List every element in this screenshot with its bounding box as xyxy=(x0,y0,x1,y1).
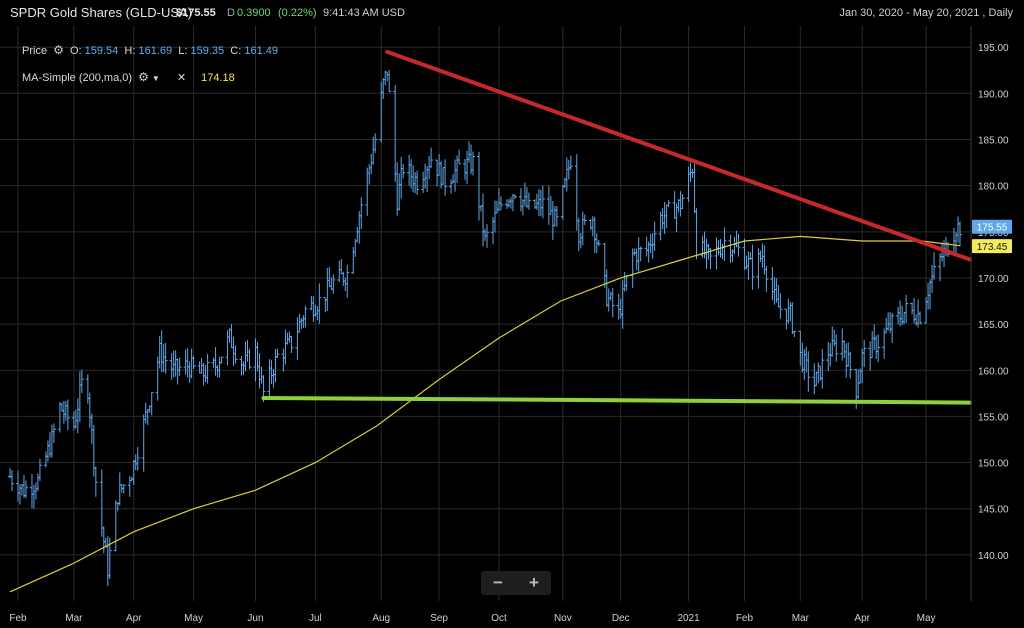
price-legend-label: Price xyxy=(22,45,48,57)
instrument-title: SPDR Gold Shares (GLD-USA) xyxy=(10,5,193,20)
x-tick-label: May xyxy=(917,613,936,624)
price-change-percent: (0.22%) xyxy=(278,7,317,19)
resistance-trendline xyxy=(385,49,972,262)
period-flag: D xyxy=(227,7,235,19)
close-value: 161.49 xyxy=(244,45,279,57)
quote-time: 9:41:43 AM USD xyxy=(323,7,405,19)
close-icon[interactable]: ✕ xyxy=(176,72,187,84)
gear-icon[interactable]: ⚙ xyxy=(138,70,149,84)
price-change: 0.3900 xyxy=(237,7,271,19)
high-value: 161.69 xyxy=(138,45,173,57)
y-tick-label: 140.00 xyxy=(978,551,1009,562)
price-legend: Price ⚙ O: 159.54 H: 161.69 L: 159.35 C:… xyxy=(22,43,278,57)
ma-legend: MA-Simple (200,ma,0) ⚙ ▼ ✕ 174.18 xyxy=(22,70,235,84)
trendlines xyxy=(261,49,972,405)
x-tick-label: Nov xyxy=(554,613,572,624)
x-tick-label: Mar xyxy=(792,613,810,624)
price-badges: 175.55 173.45 xyxy=(972,219,1012,254)
ma-value: 174.18 xyxy=(201,72,235,84)
gear-icon[interactable]: ⚙ xyxy=(53,43,64,57)
open-value: 159.54 xyxy=(84,45,119,57)
x-tick-label: Apr xyxy=(854,613,870,624)
date-range[interactable]: Jan 30, 2020 - May 20, 2021 , Daily xyxy=(839,7,1013,19)
y-tick-label: 150.00 xyxy=(978,459,1009,470)
chevron-down-icon[interactable]: ▼ xyxy=(151,74,160,83)
y-axis: 140.00 145.00 150.00 155.00 160.00 165.00 170.… xyxy=(978,43,1009,562)
y-tick-label: 180.00 xyxy=(978,182,1009,193)
x-tick-label: Feb xyxy=(736,613,754,624)
moving-average-line xyxy=(9,235,961,593)
ma-legend-label: MA-Simple (200,ma,0) xyxy=(22,72,133,84)
last-price: $175.55 xyxy=(176,7,216,19)
last-price-badge-label: 175.55 xyxy=(977,223,1008,234)
chart-header: SPDR Gold Shares (GLD-USA) $175.55 D 0.3… xyxy=(0,0,1024,26)
x-tick-label: Dec xyxy=(612,613,630,624)
chart-grid xyxy=(0,26,971,601)
x-tick-label: Sep xyxy=(430,613,448,624)
high-label: H: xyxy=(124,45,136,57)
zoom-out-button[interactable]: − xyxy=(493,573,503,592)
open-label: O: xyxy=(69,45,82,57)
ma-badge-label: 173.45 xyxy=(977,242,1008,253)
low-value: 159.35 xyxy=(190,45,225,57)
y-tick-label: 160.00 xyxy=(978,366,1009,377)
y-tick-label: 165.00 xyxy=(978,320,1009,331)
close-label: C: xyxy=(230,45,242,57)
y-tick-label: 170.00 xyxy=(978,274,1009,285)
ohlc-bars xyxy=(8,69,962,587)
price-chart[interactable]: 140.00 145.00 150.00 155.00 160.00 165.00 170.… xyxy=(0,26,1024,628)
support-trendline xyxy=(261,395,972,405)
x-tick-label: Apr xyxy=(126,613,142,624)
x-axis: Feb Mar Apr May Jun Jul Aug Sep Oct Nov Dec 2021 Feb… xyxy=(9,613,935,624)
x-tick-label: 2021 xyxy=(677,613,700,624)
y-tick-label: 190.00 xyxy=(978,89,1009,100)
x-tick-label: Mar xyxy=(65,613,83,624)
x-tick-label: Jul xyxy=(309,613,322,624)
ma-line xyxy=(9,235,961,593)
x-tick-label: Oct xyxy=(491,613,507,624)
y-tick-label: 145.00 xyxy=(978,505,1009,516)
zoom-controls: − + xyxy=(481,571,551,595)
x-tick-label: Aug xyxy=(372,613,390,624)
x-tick-label: May xyxy=(184,613,203,624)
ma-badge xyxy=(972,239,1012,254)
y-tick-label: 155.00 xyxy=(978,412,1009,423)
x-tick-label: Feb xyxy=(9,613,27,624)
low-label: L: xyxy=(178,45,188,57)
y-tick-label: 185.00 xyxy=(978,136,1009,147)
y-tick-label: 195.00 xyxy=(978,43,1009,54)
zoom-in-button[interactable]: + xyxy=(529,573,539,592)
x-tick-label: Jun xyxy=(247,613,263,624)
last-price-badge xyxy=(972,219,1012,234)
